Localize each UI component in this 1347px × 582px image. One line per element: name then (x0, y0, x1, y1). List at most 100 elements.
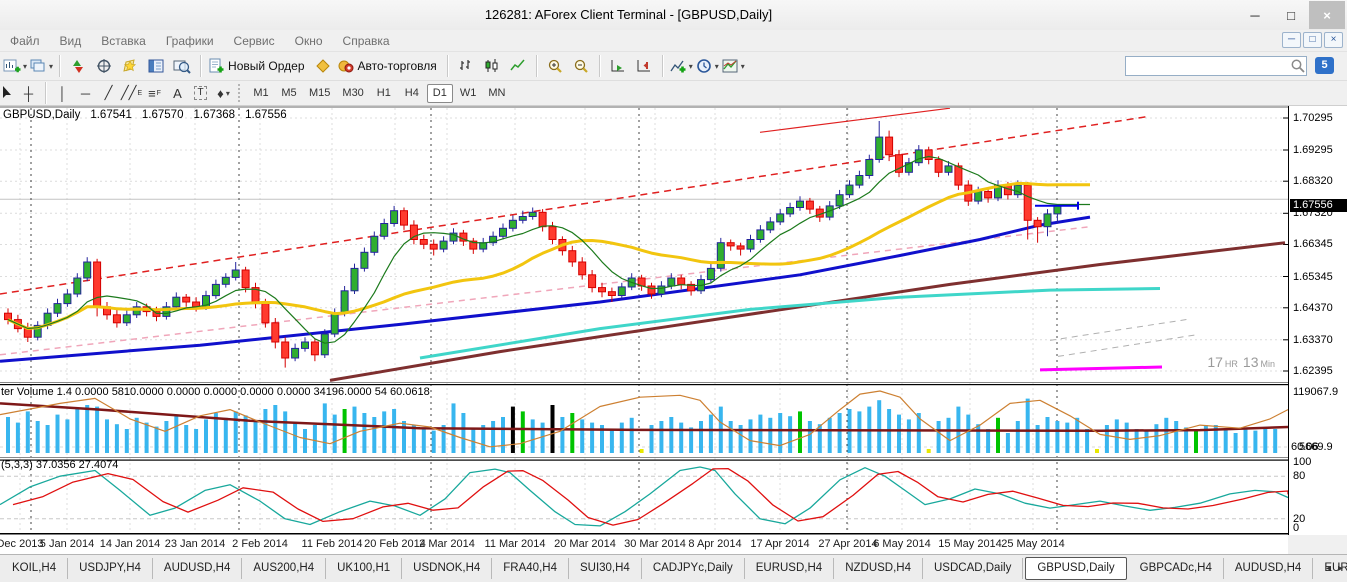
indicators-button[interactable]: ▾ (669, 54, 693, 78)
countdown-minutes: 13 (1242, 354, 1259, 370)
tab-scroll-left-icon[interactable]: ◂ (1325, 563, 1331, 574)
close-button[interactable]: × (1309, 1, 1345, 29)
chart-minimize-button[interactable]: ─ (1282, 32, 1301, 48)
chart-canvas[interactable] (0, 106, 1288, 535)
chart-restore-button[interactable]: □ (1303, 32, 1322, 48)
chart-tab-usdjpy-h4[interactable]: USDJPY,H4 (68, 558, 153, 579)
window-title: 126281: AForex Client Terminal - [GBPUSD… (484, 7, 773, 22)
chart-tab-audusd-h4[interactable]: AUDUSD,H4 (153, 558, 243, 579)
notifications-badge[interactable]: 5 (1315, 56, 1334, 74)
chart-tab-audusd-h4[interactable]: AUDUSD,H4 (1224, 558, 1314, 579)
chart-close-button[interactable]: × (1324, 32, 1343, 48)
crosshair-tool-button[interactable]: ┼ (23, 85, 34, 101)
menu-item-6[interactable]: Справка (342, 33, 390, 48)
stochastic-axis-label: 20 (1293, 513, 1306, 525)
periods-button[interactable]: ▾ (695, 54, 719, 78)
metaeditor-button[interactable] (311, 54, 335, 78)
line-button[interactable] (506, 54, 530, 78)
navigator-button[interactable] (118, 54, 142, 78)
shift-button[interactable] (632, 54, 656, 78)
stochastic-axis-label: 0 (1293, 522, 1300, 534)
profiles-button[interactable]: ▾ (29, 54, 53, 78)
profiles-icon (30, 59, 45, 72)
shapes-tool-button[interactable]: ♦ ▾ (217, 85, 230, 101)
text-tool-button[interactable]: A (173, 85, 182, 101)
fibo-tool-button[interactable]: ≡ F (148, 85, 161, 101)
tab-scroll-right-icon[interactable]: ▸ (1337, 563, 1343, 574)
menu-item-0[interactable]: Файл (10, 33, 40, 48)
menu-item-3[interactable]: Графики (165, 33, 214, 48)
autoscroll-button[interactable] (606, 54, 630, 78)
search-icon[interactable] (1290, 58, 1306, 74)
date-tick-label: 20 Feb 2014 (364, 538, 426, 550)
menu-item-4[interactable]: Сервис (233, 33, 275, 48)
chart-tab-gbpusd-daily[interactable]: GBPUSD,Daily (1025, 557, 1127, 580)
terminal-button[interactable] (144, 54, 168, 78)
timeframe-m5-button[interactable]: M5 (281, 87, 297, 99)
timeframe-w1-button[interactable]: W1 (459, 87, 477, 99)
trend-tool-button[interactable]: ╱ (104, 85, 113, 100)
date-tick-label: 20 Mar 2014 (554, 538, 616, 550)
timeframe-h1-button[interactable]: H1 (376, 87, 391, 99)
channel-tool-button[interactable]: ╱╱ E (120, 85, 143, 100)
chart-tab-sui30-h4[interactable]: SUI30,H4 (569, 558, 642, 579)
chart-tab-koil-h4[interactable]: KOIL,H4 (1, 558, 69, 579)
minimize-button[interactable]: ─ (1250, 7, 1260, 23)
chevron-down-icon: ▾ (225, 88, 230, 98)
chart-tab-fra40-h4[interactable]: FRA40,H4 (492, 558, 569, 579)
cursor-tool-button[interactable] (0, 83, 17, 103)
date-tick-label: 25 May 2014 (1001, 538, 1065, 550)
date-tick-label: 14 Jan 2014 (99, 538, 161, 550)
label-tool-button[interactable]: T (189, 83, 212, 103)
search-input[interactable] (1126, 59, 1290, 72)
time-axis[interactable]: Dec 2013 5 Jan 2014 14 Jan 2014 23 Jan 2014… (0, 535, 1288, 554)
ohlc-low: 1.67368 (193, 109, 236, 121)
new-order-button[interactable]: Новый Ордер (207, 54, 308, 78)
zoom-in-button[interactable] (543, 54, 567, 78)
timeframe-m30-button[interactable]: M30 (342, 87, 364, 99)
bars-icon (459, 60, 470, 70)
candles-icon (485, 59, 498, 72)
price-axis[interactable]: 1.67556 1.70295 1.69295 1.68320 1.67320 1.66… (1288, 106, 1347, 535)
market-watch-button[interactable] (66, 54, 90, 78)
tab-list: KOIL,H4 USDJPY,H4 AUDUSD,H4 AUS200,H4 UK100,… (1, 557, 1347, 580)
chart-tab-cadjpyc-daily[interactable]: CADJPYc,Daily (642, 558, 745, 579)
timeframe-d1-button[interactable]: D1 (426, 83, 453, 103)
toolbar-grip (238, 84, 242, 102)
autotrading-button[interactable]: Авто-торговля (337, 54, 441, 78)
chart-tab-usdnok-h4[interactable]: USDNOK,H4 (402, 558, 493, 579)
chart-tab-eurjpyc-daily[interactable]: EURJPYc,Daily (1313, 558, 1347, 579)
navigator-icon (123, 59, 137, 72)
candles-button[interactable] (480, 54, 504, 78)
date-tick-label: 23 Jan 2014 (164, 538, 226, 550)
chart-tab-uk100-h1[interactable]: UK100,H1 (326, 558, 403, 579)
autotrading-icon (338, 60, 353, 73)
timeframe-h4-button[interactable]: H4 (404, 87, 419, 99)
maximize-button[interactable]: □ (1287, 7, 1295, 23)
chart-panel: GBPUSD,Daily 1.67541 1.67570 1.67368 1.6… (0, 106, 1347, 535)
timeframe-mn-button[interactable]: MN (488, 87, 506, 99)
toolbar-separator (661, 55, 663, 77)
template-button[interactable]: ▾ (721, 54, 745, 78)
chart-tab-aus200-h4[interactable]: AUS200,H4 (242, 558, 327, 579)
bars-button[interactable] (454, 54, 478, 78)
tester-button[interactable] (170, 54, 194, 78)
zoom-out-button[interactable] (569, 54, 593, 78)
date-tick-label: 11 Feb 2014 (301, 538, 363, 550)
chart-plus-button[interactable]: ▾ (3, 54, 27, 78)
countdown-hours: 17 (1207, 354, 1223, 370)
menu-item-1[interactable]: Вид (59, 33, 82, 48)
chart-tab-usdcad-daily[interactable]: USDCAD,Daily (923, 558, 1024, 579)
menu-item-5[interactable]: Окно (294, 33, 323, 48)
chart-tab-nzdusd-h4[interactable]: NZDUSD,H4 (834, 558, 923, 579)
line-icon (510, 59, 525, 71)
vline-tool-button[interactable]: │ (58, 85, 67, 101)
timeframe-m1-button[interactable]: M1 (253, 87, 269, 99)
chart-tab-gbpcadc-h4[interactable]: GBPCADc,H4 (1129, 558, 1224, 579)
timeframe-m15-button[interactable]: M15 (309, 87, 331, 99)
data-window-button[interactable] (92, 54, 116, 78)
hline-tool-button[interactable]: ─ (80, 85, 91, 101)
chart-tab-eurusd-h4[interactable]: EURUSD,H4 (745, 558, 835, 579)
menu-item-2[interactable]: Вставка (101, 33, 146, 48)
